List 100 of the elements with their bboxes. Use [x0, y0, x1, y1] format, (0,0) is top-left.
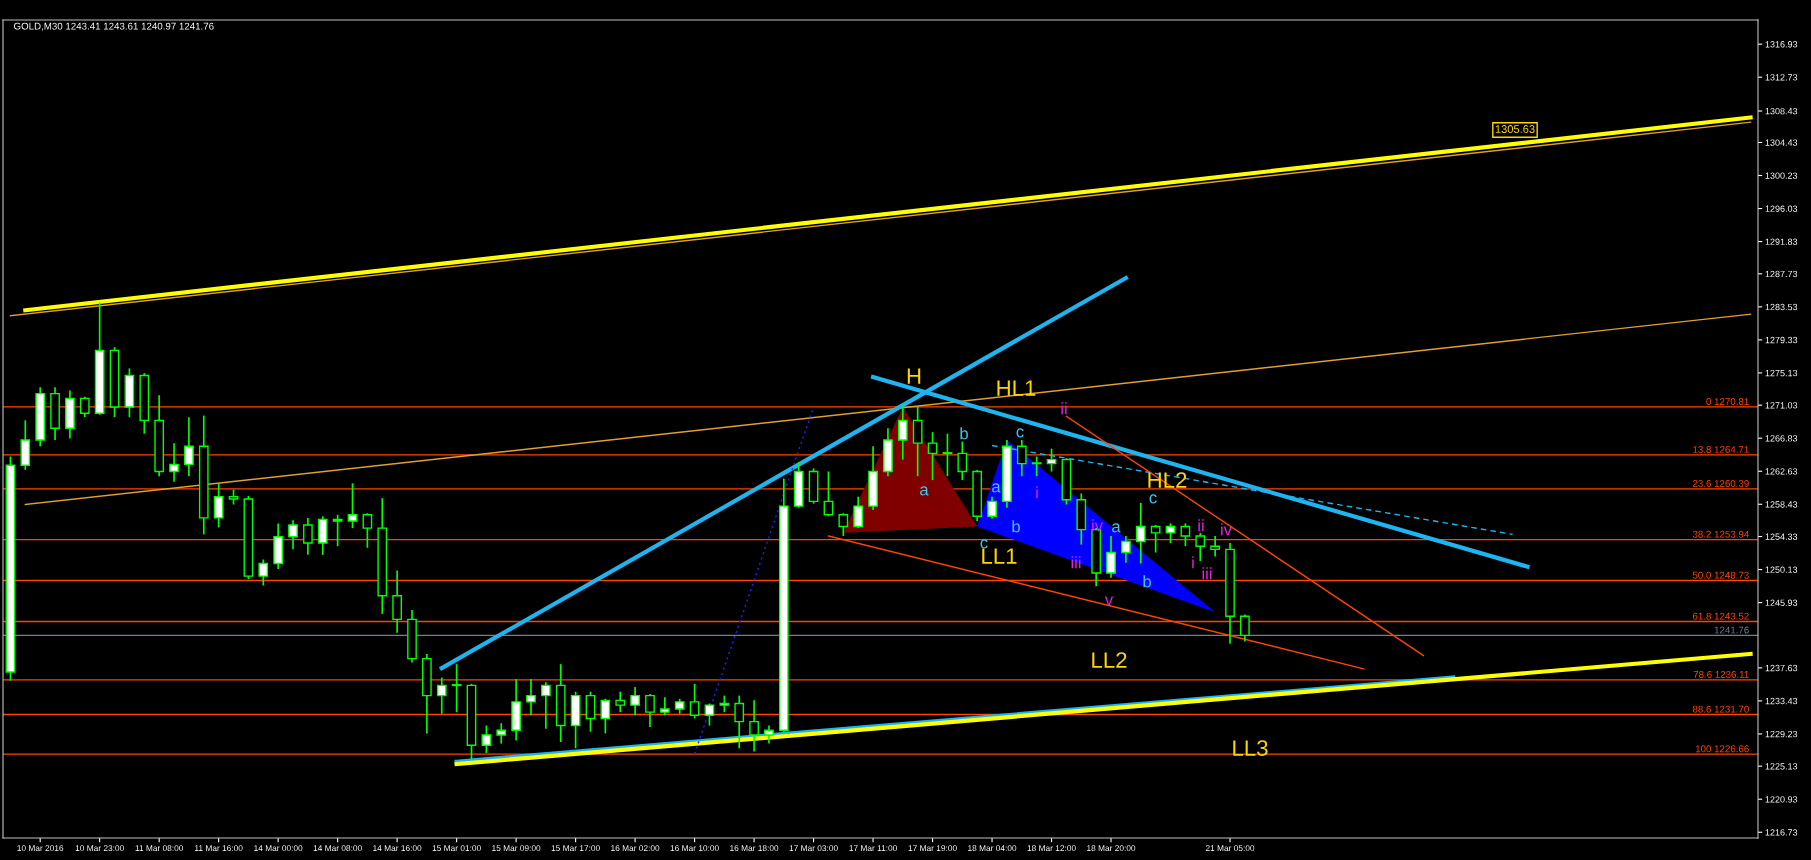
- candlestick: [1106, 535, 1116, 579]
- ref-line-label: 23.6 1260.39: [1692, 480, 1749, 487]
- annotation: i: [1036, 486, 1038, 499]
- y-tick-label: 1250.13: [1765, 566, 1798, 573]
- annotation: LL3: [1233, 740, 1268, 756]
- annotation: HL1: [997, 380, 1036, 396]
- y-tick-label: 1271.03: [1765, 402, 1798, 409]
- y-tick-label: 1279.33: [1765, 336, 1798, 344]
- y-tick-label: 1283.53: [1765, 303, 1798, 311]
- y-tick-label: 1275.13: [1765, 369, 1798, 377]
- x-tick-label: 11 Mar 16:00: [195, 845, 243, 852]
- y-tick-label: 1312.73: [1765, 74, 1798, 81]
- candlestick: [1031, 455, 1042, 478]
- candlestick: [853, 495, 864, 529]
- ref-line-label: 38.2 1253.94: [1692, 530, 1749, 538]
- annotation: b: [960, 427, 968, 440]
- annotation: c: [1149, 494, 1157, 504]
- candlestick: [1121, 535, 1131, 564]
- x-tick-label: 21 Mar 05:00: [1205, 845, 1255, 852]
- x-tick-label: 10 Mar 23:00: [75, 845, 124, 852]
- x-tick-label: 15 Mar 17:00: [551, 845, 600, 852]
- candlestick: [258, 558, 269, 587]
- candlestick: [1165, 522, 1176, 544]
- candlestick: [689, 683, 700, 720]
- annotation: LL1: [982, 548, 1017, 564]
- candlestick: [1016, 439, 1027, 478]
- y-tick-label: 1216.73: [1765, 829, 1798, 836]
- x-tick-label: 14 Mar 00:00: [254, 845, 303, 852]
- candlestick: [600, 697, 611, 735]
- candlestick: [436, 676, 447, 715]
- candlestick: [169, 442, 179, 483]
- candlestick: [659, 696, 670, 717]
- candlestick: [1150, 524, 1161, 554]
- candlestick: [481, 724, 492, 754]
- y-tick-label: 1237.63: [1765, 664, 1798, 672]
- annotation: a: [1112, 523, 1121, 533]
- annotation: v: [1104, 596, 1114, 606]
- annotation: b: [1143, 575, 1151, 588]
- y-tick-label: 1245.93: [1765, 599, 1798, 606]
- annotation: LL2: [1092, 652, 1127, 668]
- ref-line-label: 88.6 1231.70: [1692, 705, 1749, 713]
- annotation: i: [1192, 556, 1194, 569]
- candlestick: [734, 694, 745, 750]
- x-tick-label: 11 Mar 08:00: [135, 845, 184, 852]
- annotation: c: [980, 539, 988, 549]
- candlestick: [317, 515, 328, 556]
- candlestick: [585, 690, 596, 733]
- x-tick-label: 16 Mar 02:00: [611, 845, 660, 852]
- x-tick-label: 10 Mar 2016: [17, 845, 64, 852]
- y-tick-label: 1225.13: [1765, 763, 1798, 770]
- annotation: iv: [1092, 519, 1103, 532]
- ref-line-label: 0 1270.81: [1706, 398, 1749, 405]
- candlestick: [213, 482, 224, 529]
- candlestick: [838, 512, 849, 537]
- y-tick-label: 1308.43: [1765, 107, 1798, 115]
- candlestick: [749, 699, 759, 753]
- candlestick: [615, 690, 626, 713]
- annotation: H: [907, 368, 921, 384]
- x-tick-label: 17 Mar 19:00: [908, 845, 957, 852]
- annotation: a: [992, 483, 1001, 493]
- candlestick: [942, 432, 953, 478]
- y-tick-label: 1316.93: [1765, 41, 1798, 48]
- annotation: a: [920, 486, 929, 496]
- annotation: c: [1016, 428, 1024, 438]
- y-tick-label: 1291.83: [1765, 238, 1798, 245]
- y-tick-label: 1304.43: [1765, 139, 1798, 146]
- candlestick: [1195, 531, 1206, 562]
- ref-line-label: 1241.76: [1714, 626, 1749, 634]
- candlestick: [987, 495, 997, 520]
- candlestick: [526, 678, 536, 717]
- candlestick: [303, 517, 313, 556]
- annotation: b: [1012, 520, 1020, 533]
- chart-title: GOLD,M30 1243.41 1243.61 1240.97 1241.76: [14, 22, 214, 31]
- y-tick-label: 1254.33: [1765, 533, 1798, 540]
- x-tick-label: 18 Mar 04:00: [968, 845, 1017, 852]
- candlestick: [541, 681, 551, 730]
- candlestick: [79, 395, 90, 419]
- candlestick: [927, 431, 938, 481]
- x-tick-label: 15 Mar 09:00: [492, 845, 541, 852]
- x-tick-label: 15 Mar 01:00: [432, 845, 481, 852]
- y-tick-label: 1287.73: [1765, 270, 1798, 278]
- annotation: iii: [1202, 567, 1212, 580]
- ref-line-label: 78.6 1236.11: [1693, 671, 1749, 678]
- candlestick: [957, 440, 968, 481]
- y-tick-label: 1296.03: [1765, 205, 1798, 212]
- y-tick-label: 1300.23: [1765, 172, 1798, 179]
- annotation: 1305.63: [1495, 125, 1535, 133]
- y-tick-label: 1233.43: [1765, 697, 1798, 705]
- x-tick-label: 14 Mar 08:00: [313, 845, 362, 852]
- ref-line-label: 13.8 1264.71: [1693, 446, 1749, 453]
- candlestick: [912, 406, 923, 478]
- y-tick-label: 1262.63: [1765, 468, 1798, 475]
- x-tick-label: 17 Mar 11:00: [849, 845, 897, 852]
- annotation: iv: [1221, 523, 1232, 536]
- x-tick-label: 16 Mar 10:00: [670, 845, 719, 852]
- x-tick-label: 18 Mar 12:00: [1027, 845, 1076, 852]
- candlestick: [764, 724, 774, 745]
- candlestick: [496, 722, 507, 745]
- candlestick: [451, 663, 462, 713]
- candlestick: [630, 686, 640, 717]
